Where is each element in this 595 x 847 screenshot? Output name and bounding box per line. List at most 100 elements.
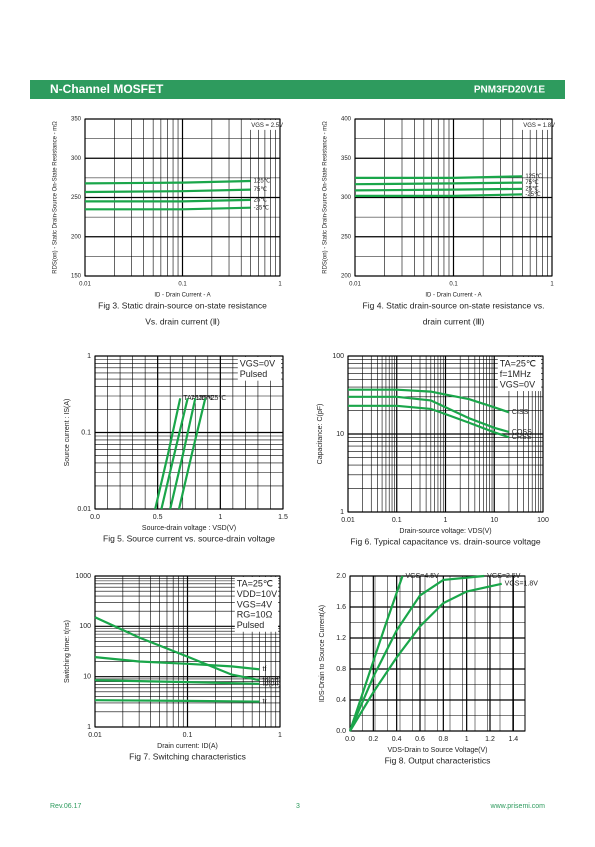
series-label: CRSS [512,434,532,441]
y-tick-label: 150 [71,274,82,280]
series-line [355,175,523,179]
y-tick-label: 200 [341,274,352,280]
header-left: N-Channel MOSFET [50,82,164,96]
series-line [94,656,260,671]
figure-caption-2: drain current (Ⅲ) [423,316,485,326]
figure-caption-2: Vs. drain current (Ⅱ) [145,316,220,326]
y-tick-label: 250 [71,195,82,201]
annotation: Pulsed [237,620,265,630]
x-axis-label: Drain current: ID(A) [157,743,218,750]
series-line [348,388,510,414]
y-tick-label: 10 [336,431,344,438]
annotation-box [249,120,278,130]
y-tick-label: 1.6 [336,604,346,611]
series-label: td(off) [262,677,280,684]
series-line [348,395,510,434]
y-tick-label: 1 [87,724,91,731]
y-tick-label: 1 [340,509,344,516]
series-line [154,398,182,510]
series-line [160,398,189,510]
series-label: VGS=4.5V [406,573,440,580]
figure-caption: Fig 4. Static drain-source on-state resi… [363,300,545,310]
header-right: PNM3FD20V1E [474,85,545,96]
y-tick-label: 2.0 [336,573,346,580]
y-tick-label: 0.1 [81,429,91,436]
annotation: TA=25℃ [237,579,273,589]
series-label: tr [262,698,267,705]
series-label: TA=125℃ [183,395,215,402]
annotation: VGS = 1.8V [523,123,555,129]
x-tick-label: 1.5 [278,514,288,521]
series-label: -25℃ [254,205,270,211]
y-tick-label: 1.2 [336,635,346,642]
series-line [85,206,251,211]
footer-center: 3 [296,803,300,810]
x-tick-label: 1 [278,732,282,739]
series-line [94,699,260,703]
series-line [84,188,251,194]
x-tick-label: 0.4 [392,736,402,743]
x-tick-label: 1 [444,517,448,524]
y-tick-label: 350 [341,156,352,162]
footer-right: www.prisemi.com [490,803,546,810]
series-label: COSS [512,429,532,436]
annotation: VGS=0V [240,359,275,369]
y-tick-label: 1000 [75,573,91,580]
x-tick-label: 0.0 [90,514,100,521]
series-line [348,575,404,732]
x-tick-label: 0.1 [392,517,402,524]
series-line [169,398,197,510]
x-axis-label: Source-drain voltage : VSD(V) [142,525,236,532]
x-tick-label: 100 [537,517,549,524]
x-tick-label: 1 [465,736,469,743]
annotation: Pulsed [240,369,268,379]
series-line [177,398,207,510]
x-tick-label: 0.2 [368,736,378,743]
annotation: VGS = 2.5V [251,123,283,129]
y-axis-label: RDS(on) - Static Drain-Source On-State R… [323,121,329,274]
header-bar [30,80,565,99]
series-label: VGS=1.8V [505,581,539,588]
x-tick-label: 1 [550,282,554,288]
figure-caption: Fig 7. Switching characteristics [129,751,246,761]
annotation: RG=10Ω [237,610,273,620]
annotation: f=1MHz [500,369,532,379]
series-label: 125℃ [525,174,542,180]
annotation-box [521,120,550,130]
figure-caption: Fig 8. Output characteristics [385,755,491,765]
y-tick-label: 0.01 [77,506,91,513]
y-tick-label: 350 [71,117,82,123]
series-label: td(on) [262,681,280,688]
x-tick-label: 0.5 [153,514,163,521]
x-tick-label: 0.01 [349,282,361,288]
series-label: tf [262,666,266,673]
annotation: VGS=0V [500,379,535,389]
x-tick-label: 0.0 [345,736,355,743]
figure-caption: Fig 6. Typical capacitance vs. drain-sou… [350,536,541,546]
series-line [354,181,523,186]
x-tick-label: 1.2 [485,736,495,743]
series-label: 25℃ [525,186,539,192]
x-axis-label: VDS-Drain to Source Voltage(V) [388,747,488,754]
annotation: VGS=4V [237,599,272,609]
x-tick-label: 0.01 [341,517,355,524]
annotation: VDD=10V [237,589,277,599]
x-axis-label: Drain-source voltage: VDS(V) [399,528,491,535]
x-tick-label: 10 [490,517,498,524]
y-axis-label: IDS-Drain to Source Current(A) [319,605,326,702]
y-tick-label: 300 [341,195,352,201]
y-tick-label: 250 [341,234,352,240]
y-tick-label: 1 [87,353,91,360]
y-axis-label: Source current : IS(A) [64,399,71,467]
y-tick-label: 100 [332,353,344,360]
series-line [94,616,260,682]
x-tick-label: 0.6 [415,736,425,743]
footer-left: Rev.06.17 [50,803,81,810]
y-axis-label: Switching time: t(ns) [64,620,71,683]
series-label: 125℃ [254,179,271,185]
x-tick-label: 0.01 [88,732,102,739]
y-tick-label: 0.8 [336,666,346,673]
y-tick-label: 300 [71,156,82,162]
x-tick-label: 0.1 [449,282,458,288]
